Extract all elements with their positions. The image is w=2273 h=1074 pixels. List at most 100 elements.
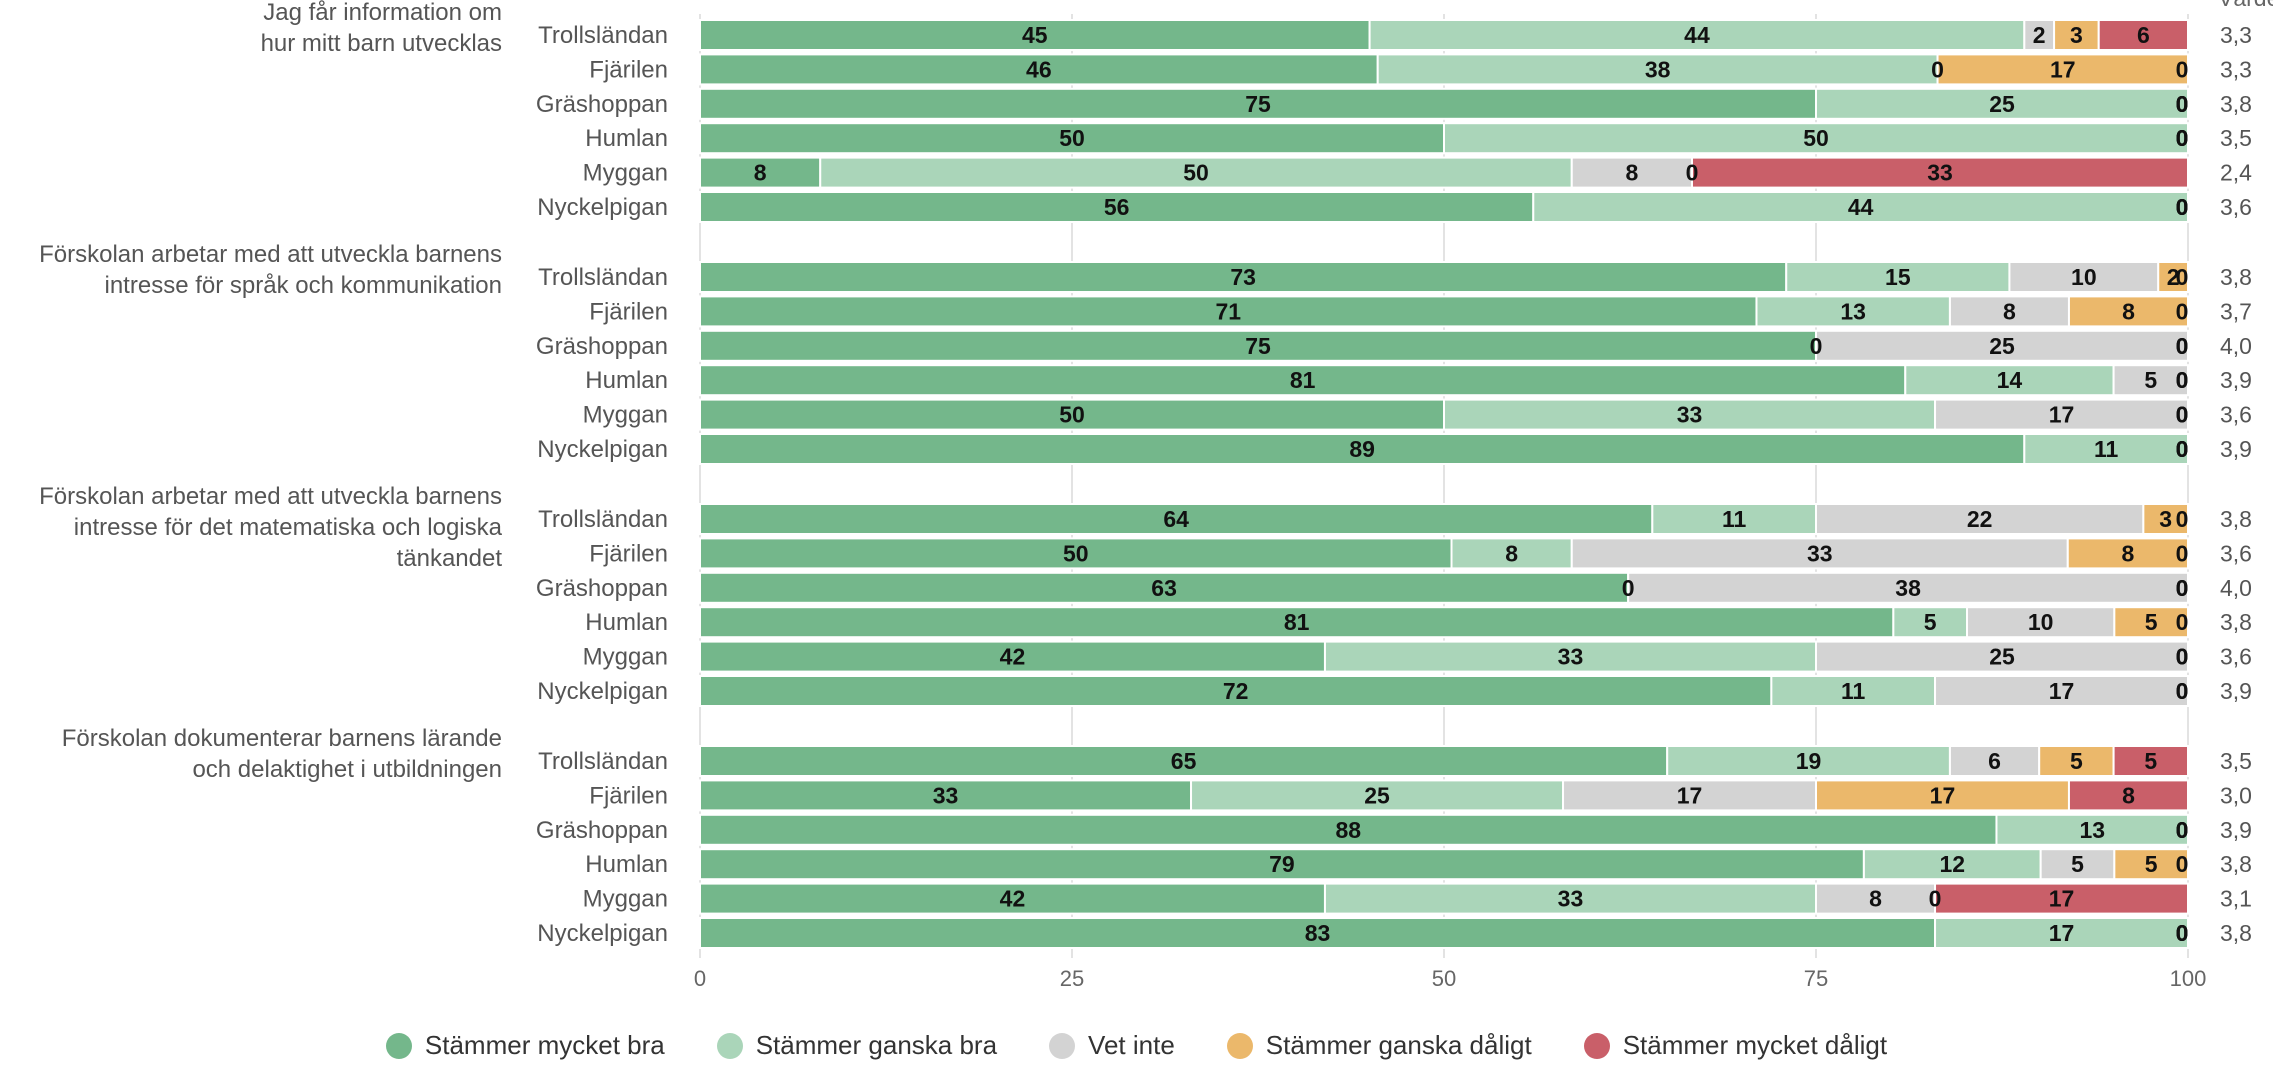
- bar-segment[interactable]: [699, 433, 2026, 465]
- chart-plot-area: 0255075100VärdeJag får information omhur…: [39, 0, 2273, 991]
- bar-segment[interactable]: [1815, 640, 2189, 673]
- bar-segment[interactable]: [699, 156, 822, 189]
- bar-segment[interactable]: [1785, 261, 2011, 293]
- data-label: 56: [1104, 194, 1130, 220]
- legend-item[interactable]: Stämmer mycket bra: [385, 1030, 665, 1061]
- bar-segment[interactable]: [2112, 364, 2190, 397]
- data-label: 8: [2122, 298, 2135, 324]
- category-label: Trollsländan: [538, 22, 668, 49]
- bar-segment[interactable]: [1815, 329, 2189, 362]
- question-title: Förskolan arbetar med att utveckla barne…: [39, 241, 502, 268]
- bar-segment[interactable]: [1948, 745, 2041, 777]
- bar-segment[interactable]: [1376, 53, 1939, 86]
- data-label: 0: [2176, 436, 2189, 462]
- bar-segment[interactable]: [2067, 295, 2189, 328]
- bar-segment[interactable]: [1562, 779, 1818, 812]
- avg-value: 4,0: [2220, 575, 2252, 601]
- data-label: 0: [2176, 367, 2189, 393]
- legend-item[interactable]: Stämmer ganska dåligt: [1226, 1030, 1532, 1061]
- bar-segment[interactable]: [1948, 295, 2070, 328]
- bar-segment[interactable]: [2097, 19, 2189, 51]
- bar-segment[interactable]: [819, 156, 1573, 189]
- bar-segment[interactable]: [699, 191, 1535, 223]
- bar-segment[interactable]: [1995, 813, 2189, 846]
- bar-segment[interactable]: [2142, 503, 2190, 535]
- category-label: Nyckelpigan: [537, 436, 668, 463]
- legend-label: Stämmer ganska bra: [755, 1030, 998, 1060]
- bar-segment[interactable]: [2113, 848, 2190, 881]
- bar-segment[interactable]: [2113, 606, 2190, 639]
- data-label: 81: [1284, 609, 1310, 635]
- data-label: 15: [1885, 264, 1911, 290]
- bar-segment[interactable]: [1934, 398, 2190, 431]
- data-label: 8: [754, 160, 767, 186]
- data-label: 13: [1840, 298, 1866, 324]
- bar-segment[interactable]: [1570, 156, 1693, 189]
- bar-segment[interactable]: [699, 882, 1326, 915]
- bar-segment[interactable]: [2112, 745, 2190, 777]
- bar-segment[interactable]: [1190, 779, 1565, 812]
- legend-label: Stämmer mycket dåligt: [1622, 1030, 1888, 1060]
- bar-segment[interactable]: [1934, 882, 2190, 915]
- data-label: 0: [2176, 125, 2189, 151]
- bar-segment[interactable]: [2066, 537, 2189, 570]
- bar-segment[interactable]: [1936, 53, 2189, 86]
- question-title: intresse för språk och kommunikation: [105, 272, 503, 299]
- legend-item[interactable]: Stämmer mycket dåligt: [1583, 1030, 1888, 1061]
- category-label: Fjärilen: [589, 56, 668, 83]
- bar-segment[interactable]: [699, 571, 1630, 604]
- bar-segment[interactable]: [2008, 261, 2160, 293]
- bar-segment[interactable]: [2067, 779, 2189, 812]
- bar-segment[interactable]: [699, 122, 1445, 155]
- legend-item[interactable]: Vet inte: [1049, 1030, 1175, 1061]
- data-label: 8: [1625, 160, 1638, 186]
- legend-item[interactable]: Stämmer ganska bra: [716, 1030, 998, 1061]
- bar-segment[interactable]: [1815, 503, 2145, 535]
- bar-segment[interactable]: [699, 848, 1865, 881]
- question-group: Förskolan arbetar med att utveckla barne…: [39, 483, 2252, 707]
- data-label: 5: [2145, 609, 2158, 635]
- data-label: 83: [1305, 920, 1331, 946]
- bar-segment[interactable]: [1815, 779, 2070, 812]
- bar-segment[interactable]: [2157, 261, 2189, 293]
- data-label: 71: [1215, 298, 1241, 324]
- bar-segment[interactable]: [2039, 848, 2116, 881]
- bar-segment[interactable]: [699, 675, 1773, 707]
- bar-segment[interactable]: [1934, 675, 2190, 707]
- bar-segment[interactable]: [1966, 606, 2116, 639]
- bar-segment[interactable]: [699, 537, 1453, 570]
- data-label: 11: [2094, 436, 2119, 462]
- bar-segment[interactable]: [1532, 191, 2189, 223]
- bar-segment[interactable]: [1627, 571, 2190, 604]
- bar-segment[interactable]: [1815, 87, 2189, 120]
- bar-segment[interactable]: [699, 261, 1788, 293]
- bar-segment[interactable]: [1892, 606, 1969, 639]
- x-tick-label: 75: [1804, 966, 1828, 991]
- bar-segment[interactable]: [1904, 364, 2115, 397]
- bar-segment[interactable]: [2038, 745, 2115, 777]
- category-label: Trollsländan: [538, 748, 668, 775]
- bar-segment[interactable]: [699, 779, 1193, 812]
- data-label: 8: [1869, 886, 1882, 912]
- bar-segment[interactable]: [699, 745, 1669, 777]
- bar-segment[interactable]: [1755, 295, 1951, 328]
- bar-segment[interactable]: [2023, 433, 2189, 465]
- bar-segment[interactable]: [1691, 156, 2189, 189]
- category-label: Gräshoppan: [536, 91, 668, 118]
- bar-segment[interactable]: [1934, 917, 2190, 949]
- bar-segment[interactable]: [1570, 537, 2069, 570]
- bar-segment[interactable]: [1651, 503, 1817, 535]
- bar-segment[interactable]: [699, 398, 1445, 431]
- data-label: 6: [2137, 22, 2150, 48]
- category-label: Trollsländan: [538, 264, 668, 291]
- bar-segment[interactable]: [699, 295, 1758, 328]
- bar-segment[interactable]: [699, 87, 1817, 120]
- bar-segment[interactable]: [2023, 19, 2056, 51]
- data-label: 17: [2049, 920, 2075, 946]
- question-group: Förskolan arbetar med att utveckla barne…: [39, 241, 2252, 465]
- bar-segment[interactable]: [699, 606, 1895, 639]
- data-label: 0: [2176, 575, 2189, 601]
- data-label: 0: [2176, 678, 2189, 704]
- bar-segment[interactable]: [1443, 122, 2189, 155]
- bar-segment[interactable]: [699, 329, 1817, 362]
